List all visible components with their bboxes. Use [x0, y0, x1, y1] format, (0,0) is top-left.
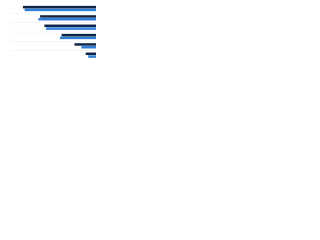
chart — [10, 5, 96, 58]
bar — [38, 18, 96, 21]
bar — [46, 27, 96, 30]
bar — [24, 8, 96, 12]
bar — [74, 43, 96, 46]
bar — [85, 52, 96, 56]
bar — [88, 55, 96, 58]
bar — [40, 15, 96, 18]
bar — [44, 24, 96, 28]
bar — [81, 46, 96, 49]
page: {"chart_data": {"type": "hbar", "categor… — [0, 0, 100, 71]
bar — [61, 33, 96, 37]
bar — [22, 5, 96, 9]
bar — [59, 36, 96, 40]
